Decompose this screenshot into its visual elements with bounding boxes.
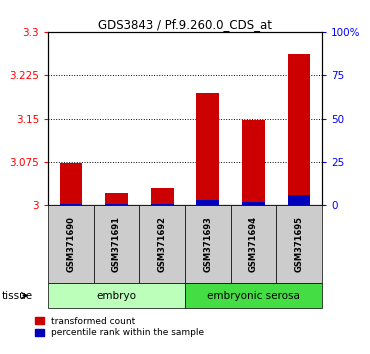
Bar — [196, 200, 219, 205]
Text: embryonic serosa: embryonic serosa — [207, 291, 300, 301]
Bar — [242, 120, 265, 205]
Text: GSM371691: GSM371691 — [112, 216, 121, 272]
Bar — [151, 204, 174, 205]
Legend: transformed count, percentile rank within the sample: transformed count, percentile rank withi… — [34, 316, 205, 338]
Bar — [60, 163, 82, 205]
Text: GDS3843 / Pf.9.260.0_CDS_at: GDS3843 / Pf.9.260.0_CDS_at — [98, 18, 272, 31]
Bar — [105, 204, 128, 205]
Bar — [151, 188, 174, 205]
Bar — [105, 193, 128, 205]
Bar — [242, 202, 265, 205]
Bar — [60, 204, 82, 205]
Bar — [288, 195, 310, 205]
Text: tissue: tissue — [2, 291, 33, 301]
Bar — [196, 92, 219, 205]
Bar — [288, 54, 310, 205]
Text: embryo: embryo — [97, 291, 137, 301]
Text: GSM371693: GSM371693 — [204, 216, 212, 272]
Text: GSM371690: GSM371690 — [67, 216, 75, 272]
Text: GSM371695: GSM371695 — [295, 216, 303, 272]
Text: GSM371694: GSM371694 — [249, 216, 258, 272]
Text: GSM371692: GSM371692 — [158, 216, 166, 272]
